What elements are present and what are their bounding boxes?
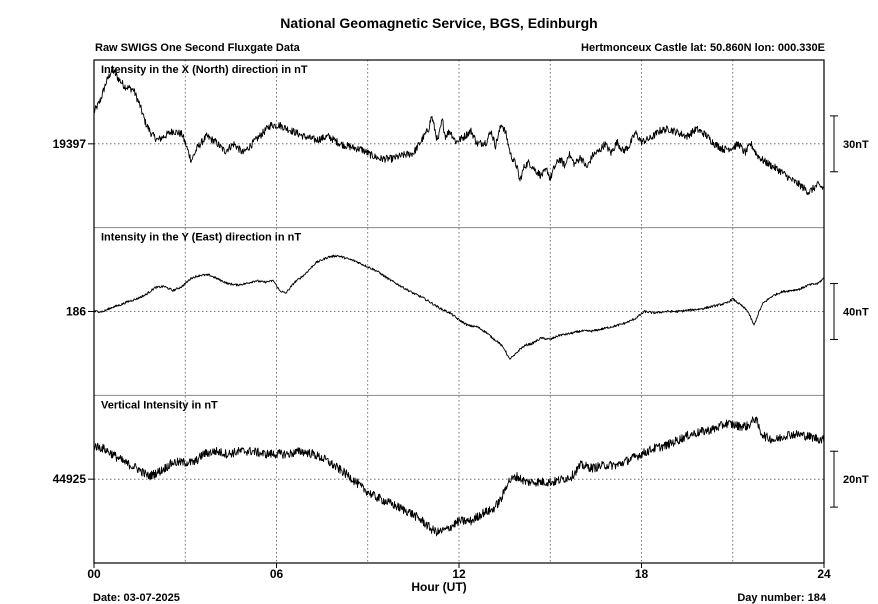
series-line bbox=[93, 416, 825, 537]
x-tick-label: 24 bbox=[817, 567, 831, 581]
y-tick-label: 19397 bbox=[53, 137, 87, 151]
x-tick-label: 00 bbox=[87, 567, 101, 581]
y-tick-label: 44925 bbox=[53, 472, 87, 486]
scale-bar-label: 30nT bbox=[843, 139, 869, 151]
station-info: Hertmonceux Castle lat: 50.860N lon: 000… bbox=[581, 42, 825, 54]
y-tick-label: 186 bbox=[66, 305, 86, 319]
x-tick-label: 18 bbox=[635, 567, 649, 581]
date-label: Date: 03-07-2025 bbox=[93, 592, 180, 604]
panel-label: Intensity in the X (North) direction in … bbox=[101, 64, 308, 76]
panel-label: Intensity in the Y (East) direction in n… bbox=[101, 232, 301, 244]
scale-bar-label: 40nT bbox=[843, 307, 869, 319]
chart-subtitle: Raw SWIGS One Second Fluxgate Data bbox=[95, 42, 300, 54]
series-line bbox=[93, 254, 825, 360]
series-line bbox=[93, 65, 825, 196]
scale-bar-label: 20nT bbox=[843, 474, 869, 486]
panel-label: Vertical Intensity in nT bbox=[101, 399, 218, 411]
x-axis-label: Hour (UT) bbox=[411, 580, 467, 594]
chart-title: National Geomagnetic Service, BGS, Edinb… bbox=[280, 15, 598, 31]
x-tick-label: 06 bbox=[270, 567, 284, 581]
x-tick-label: 12 bbox=[452, 567, 466, 581]
day-number-label: Day number: 184 bbox=[737, 592, 826, 604]
